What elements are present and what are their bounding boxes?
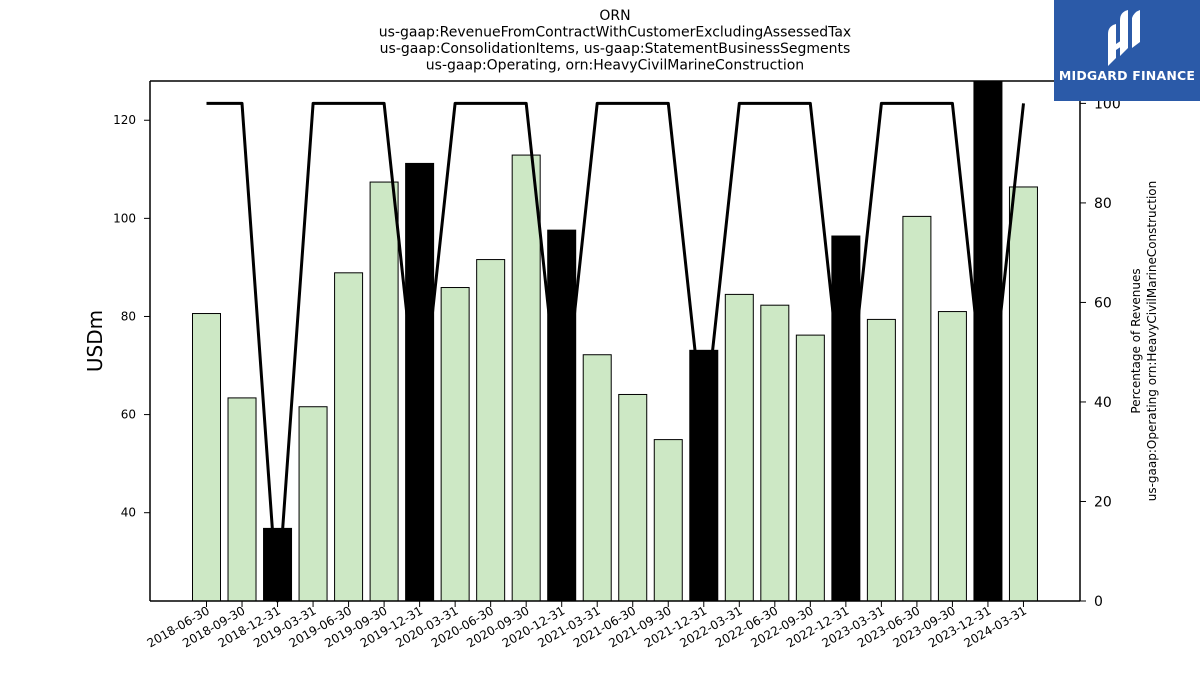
bar-2021-03-31 (582, 354, 612, 602)
title-line-2: us-gaap:ConsolidationItems, us-gaap:Stat… (380, 41, 851, 57)
right-tick-label: 60 (1094, 295, 1112, 311)
right-tick-label: 80 (1094, 196, 1112, 212)
bar-2020-09-30 (511, 154, 541, 602)
bar-2018-06-30 (192, 313, 221, 602)
left-y-axis: 40 60 80 100 120 (113, 113, 150, 520)
bar-2018-09-30 (227, 397, 257, 602)
bar-2019-03-31 (298, 406, 328, 602)
left-tick-label: 80 (121, 309, 136, 323)
title-line-1: us-gaap:RevenueFromContractWithCustomerE… (379, 25, 851, 41)
bar-2020-06-30 (476, 259, 506, 602)
left-tick-label: 40 (121, 506, 136, 520)
bar-2022-06-30 (760, 304, 790, 602)
bar-2023-03-31 (866, 318, 896, 602)
chart-title: ORNus-gaap:RevenueFromContractWithCustom… (379, 8, 851, 74)
left-tick-label: 120 (113, 113, 136, 127)
x-axis: 2018-06-302018-09-302018-12-312019-03-31… (145, 601, 1029, 650)
right-tick-label: 40 (1094, 395, 1112, 411)
percentage-line (206, 101, 1025, 603)
bar-2020-12-31 (547, 229, 577, 602)
bar-2022-09-30 (795, 334, 825, 602)
title-line-0: ORN (599, 8, 630, 24)
right-axis-label-line-0: Percentage of Revenues (1129, 268, 1143, 413)
right-tick-label: 0 (1094, 594, 1103, 610)
percentage-line-path (206, 101, 1025, 603)
axes (149, 80, 1081, 602)
bar-2019-12-31 (405, 162, 435, 602)
left-tick-label: 60 (121, 408, 136, 422)
left-tick-label: 100 (113, 211, 136, 225)
bar-2023-09-30 (937, 311, 967, 602)
bar-2021-06-30 (618, 393, 648, 602)
y-axis-label: USDm (83, 310, 107, 372)
bars (192, 80, 1038, 602)
title-line-3: us-gaap:Operating, orn:HeavyCivilMarineC… (426, 58, 804, 74)
right-axis-label-line-1: us-gaap:Operating orn:HeavyCivilMarineCo… (1145, 181, 1159, 502)
bar-2022-03-31 (724, 293, 754, 602)
bar-2020-03-31 (440, 287, 470, 602)
axis-labels: USDm Percentage of Revenues us-gaap:Operat… (83, 181, 1159, 502)
bar-2019-06-30 (334, 272, 364, 602)
brand-name: MIDGARD FINANCE (1058, 68, 1196, 83)
brand-logo: MIDGARD FINANCE (1054, 0, 1200, 101)
bar-2021-12-31 (689, 349, 719, 602)
midgard-logo-icon (1108, 10, 1140, 66)
bar-2023-06-30 (902, 215, 932, 602)
bar-2024-03-31 (1008, 186, 1038, 602)
bar-2019-09-30 (369, 181, 399, 602)
bar-2021-09-30 (653, 439, 683, 602)
right-tick-label: 20 (1094, 494, 1112, 510)
